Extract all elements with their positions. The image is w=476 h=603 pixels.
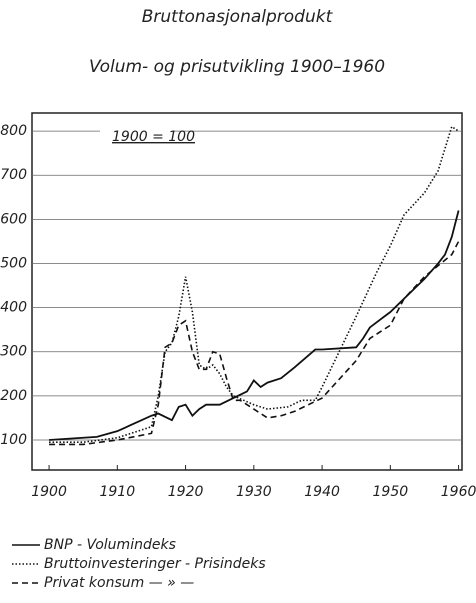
y-tick-label: 600: [0, 211, 27, 227]
series-line: [49, 210, 460, 441]
y-tick-label: 200: [0, 388, 27, 404]
x-tick-label: 1930: [236, 484, 272, 500]
y-tick-label: 400: [0, 300, 27, 316]
legend-label: Bruttoinvesteringer - Prisindeks: [44, 556, 266, 572]
annotation: 1900 = 100: [112, 129, 195, 145]
chart-title: Bruttonasjonalprodukt: [142, 7, 334, 27]
x-tick-label: 1950: [373, 484, 409, 500]
x-tick-label: 1960: [441, 484, 476, 500]
x-tick-label: 1910: [99, 484, 135, 500]
series-line: [49, 241, 460, 446]
series-line: [49, 125, 460, 443]
y-tick-label: 700: [0, 167, 27, 183]
plot-frame: [31, 112, 463, 471]
y-tick-label: 300: [0, 344, 27, 360]
y-tick-label: 100: [0, 432, 27, 448]
x-tick-label: 1900: [31, 484, 67, 500]
annotation-box: [100, 122, 174, 152]
x-tick-label: 1920: [168, 484, 204, 500]
y-tick-label: 800: [0, 123, 27, 139]
y-tick-label: 500: [0, 255, 27, 271]
legend-label: Privat konsum — » —: [44, 575, 194, 591]
x-tick-label: 1940: [304, 484, 340, 500]
chart-subtitle: Volum- og prisutvikling 1900–1960: [89, 57, 385, 77]
legend-label: BNP - Volumindeks: [44, 537, 176, 553]
